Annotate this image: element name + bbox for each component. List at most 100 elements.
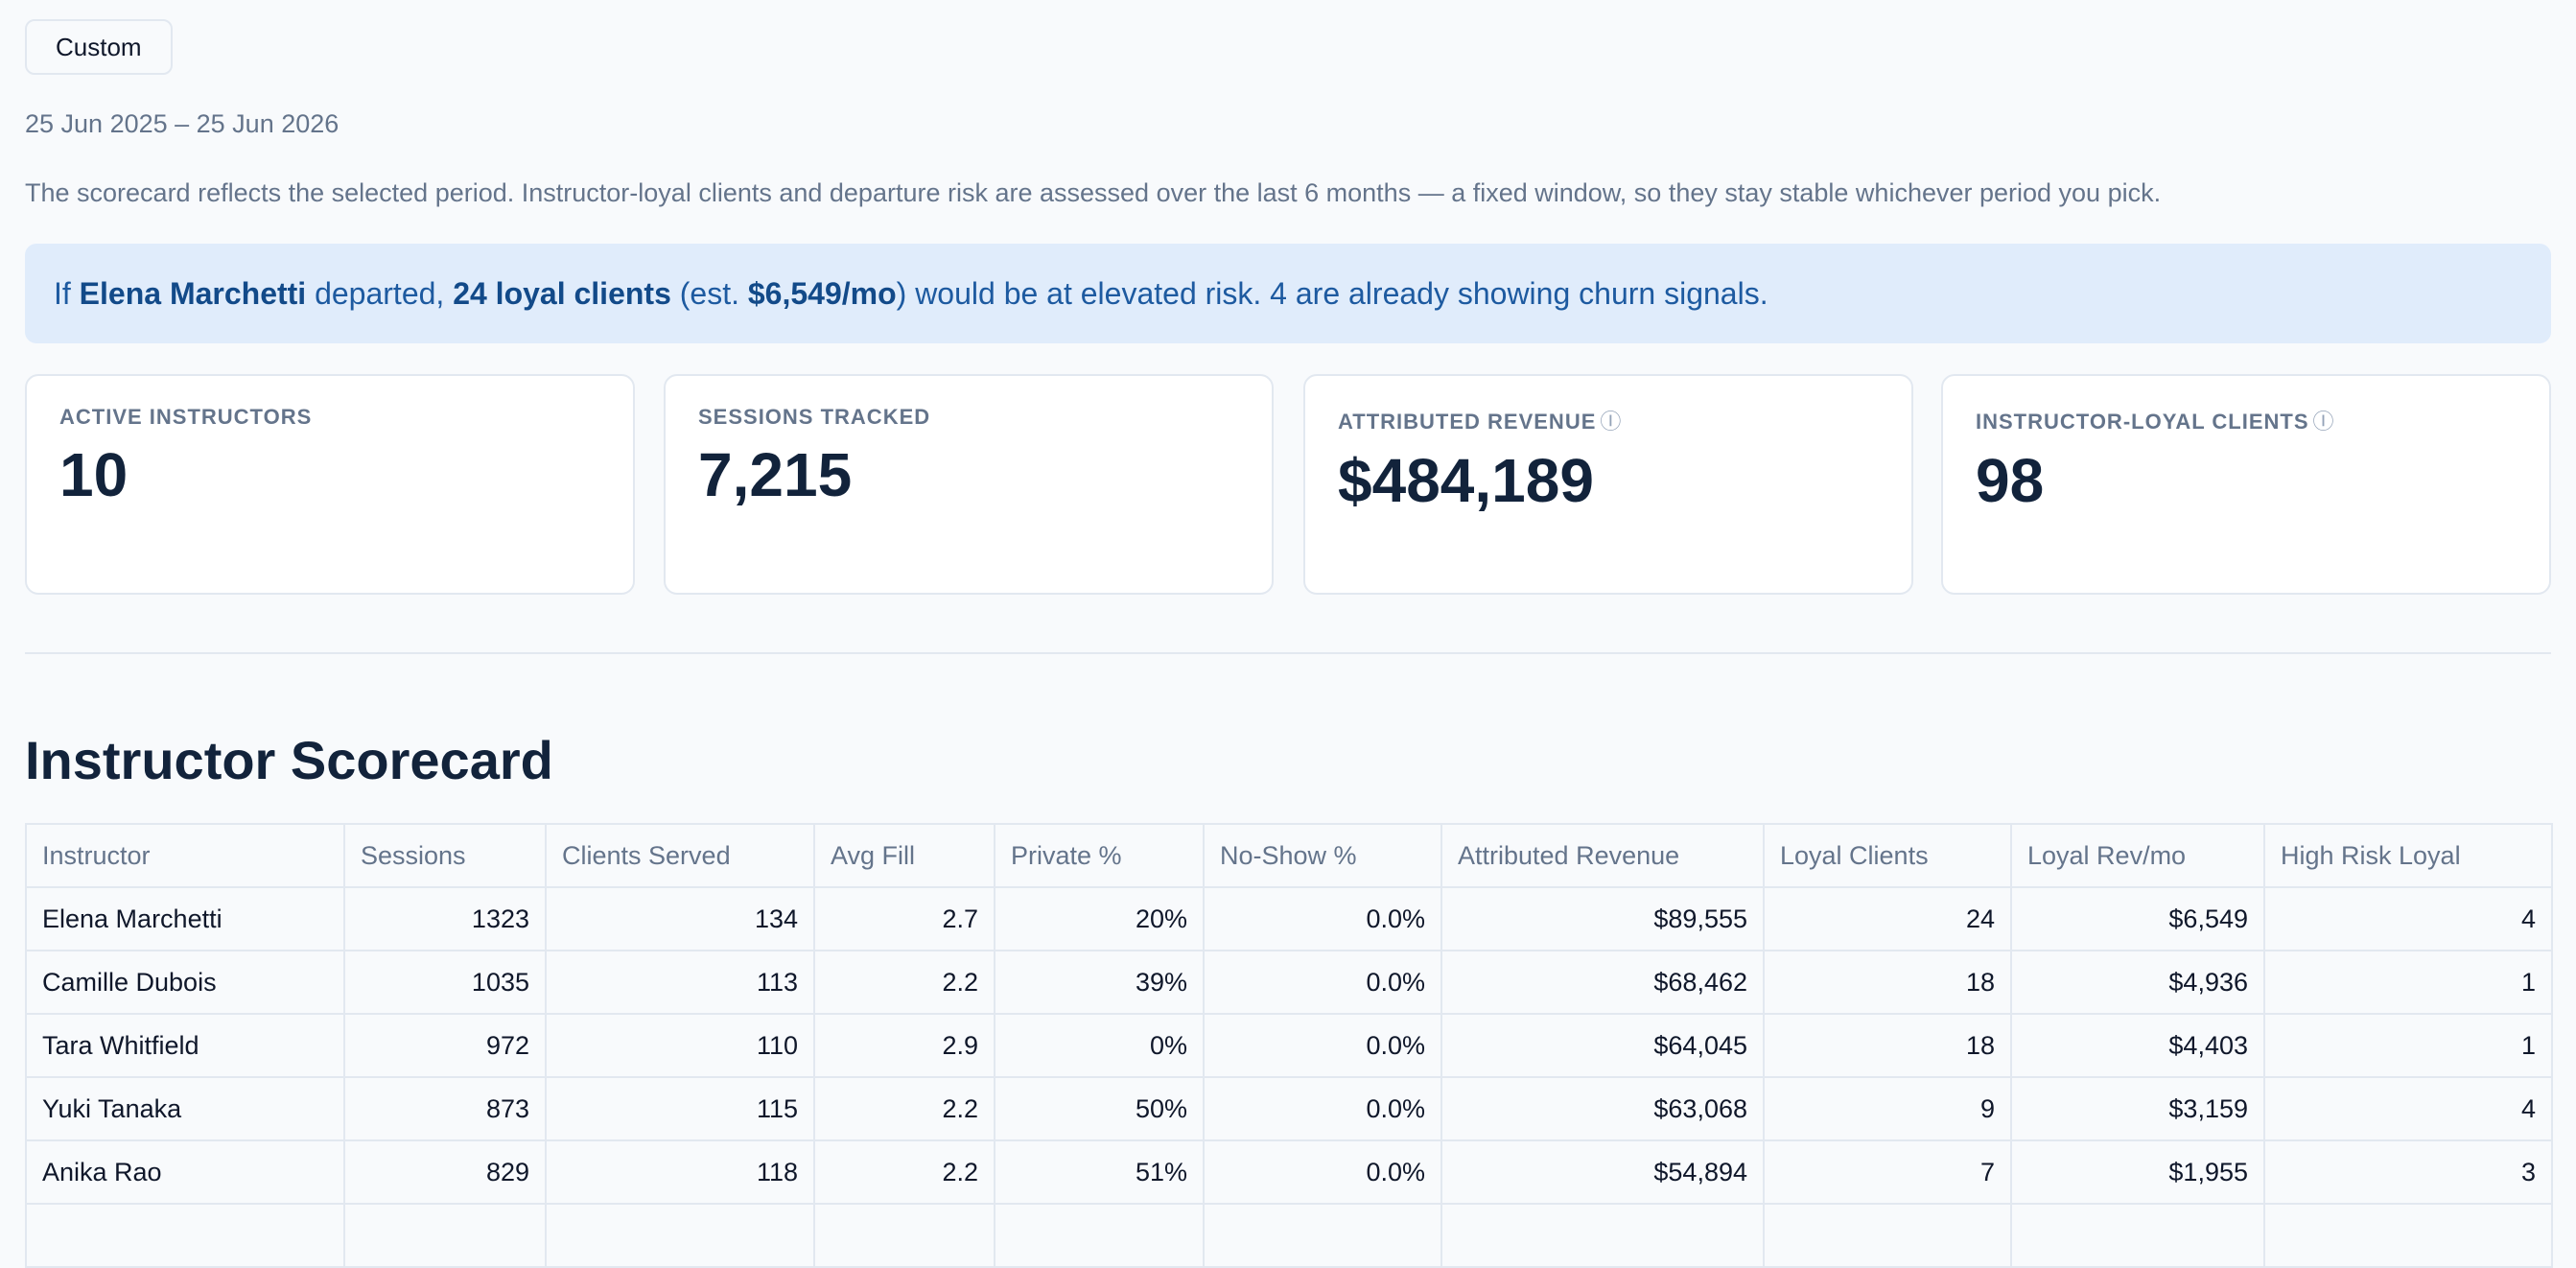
column-header[interactable]: Clients Served bbox=[545, 823, 815, 888]
table-cell: 1 bbox=[2263, 950, 2553, 1015]
column-header[interactable]: Instructor bbox=[25, 823, 345, 888]
instructor-name-cell: Tara Whitfield bbox=[25, 1013, 345, 1078]
table-cell: $3,159 bbox=[2010, 1076, 2265, 1141]
table-cell: 18 bbox=[1763, 1013, 2012, 1078]
column-header[interactable]: High Risk Loyal bbox=[2263, 823, 2553, 888]
table-row[interactable] bbox=[25, 1203, 2553, 1268]
column-header[interactable]: Private % bbox=[994, 823, 1205, 888]
table-cell bbox=[813, 1203, 995, 1268]
table-cell: $4,936 bbox=[2010, 950, 2265, 1015]
table-cell: 110 bbox=[545, 1013, 815, 1078]
info-circle-icon[interactable]: ⓘ bbox=[2312, 410, 2335, 434]
table-row[interactable]: Tara Whitfield 972 110 2.9 0% 0.0% $64,045 18 $4… bbox=[25, 1013, 2553, 1078]
instructor-name-cell: Camille Dubois bbox=[25, 950, 345, 1015]
kpi-cards: Active Instructors 10 Sessions Tracked 7… bbox=[25, 374, 2551, 595]
table-row[interactable]: Anika Rao 829 118 2.2 51% 0.0% $54,894 7 $1,955 3 bbox=[25, 1139, 2553, 1205]
column-header[interactable]: Avg Fill bbox=[813, 823, 995, 888]
table-cell: 0.0% bbox=[1203, 1076, 1442, 1141]
table-cell: 51% bbox=[994, 1139, 1205, 1205]
table-cell: 115 bbox=[545, 1076, 815, 1141]
info-circle-icon[interactable]: ⓘ bbox=[1600, 410, 1623, 434]
table-cell: 39% bbox=[994, 950, 1205, 1015]
alert-suffix: ) would be at elevated risk. 4 are alrea… bbox=[896, 276, 1768, 311]
table-cell bbox=[2263, 1203, 2553, 1268]
table-cell: 7 bbox=[1763, 1139, 2012, 1205]
table-cell: $54,894 bbox=[1440, 1139, 1765, 1205]
column-header[interactable]: No-Show % bbox=[1203, 823, 1442, 888]
table-cell: $6,549 bbox=[2010, 886, 2265, 951]
alert-loyal-clients: 24 loyal clients bbox=[453, 276, 671, 311]
table-cell: 1323 bbox=[343, 886, 547, 951]
instructor-name-cell: Yuki Tanaka bbox=[25, 1076, 345, 1141]
table-cell: 134 bbox=[545, 886, 815, 951]
table-cell: 4 bbox=[2263, 886, 2553, 951]
table-header-row: Instructor Sessions Clients Served Avg F… bbox=[25, 823, 2553, 888]
kpi-value: 7,215 bbox=[698, 440, 853, 509]
table-cell: 2.2 bbox=[813, 950, 995, 1015]
table-cell: $1,955 bbox=[2010, 1139, 2265, 1205]
table-cell: 1035 bbox=[343, 950, 547, 1015]
table-cell: 20% bbox=[994, 886, 1205, 951]
table-cell: 113 bbox=[545, 950, 815, 1015]
table-cell: $4,403 bbox=[2010, 1013, 2265, 1078]
table-cell: 1 bbox=[2263, 1013, 2553, 1078]
table-cell: 2.7 bbox=[813, 886, 995, 951]
kpi-active-instructors: Active Instructors 10 bbox=[25, 374, 635, 595]
column-header[interactable]: Sessions bbox=[343, 823, 547, 888]
section-divider bbox=[25, 652, 2551, 654]
period-custom-button[interactable]: Custom bbox=[25, 19, 173, 75]
table-cell: 2.2 bbox=[813, 1139, 995, 1205]
alert-prefix: If bbox=[54, 276, 80, 311]
departure-risk-alert: If Elena Marchetti departed, 24 loyal cl… bbox=[25, 244, 2551, 343]
date-range-text: 25 Jun 2025 – 25 Jun 2026 bbox=[25, 109, 340, 138]
instructor-dashboard: Custom 25 Jun 2025 – 25 Jun 2026 The sco… bbox=[25, 19, 2553, 1268]
kpi-value: $484,189 bbox=[1338, 446, 1594, 515]
column-header[interactable]: Loyal Rev/mo bbox=[2010, 823, 2265, 888]
table-cell: 24 bbox=[1763, 886, 2012, 951]
table-row[interactable]: Camille Dubois 1035 113 2.2 39% 0.0% $68,462 18… bbox=[25, 950, 2553, 1015]
column-header[interactable]: Attributed Revenue bbox=[1440, 823, 1765, 888]
table-cell: 0.0% bbox=[1203, 950, 1442, 1015]
table-cell: $89,555 bbox=[1440, 886, 1765, 951]
kpi-label: Active Instructors bbox=[59, 405, 313, 429]
column-header[interactable]: Loyal Clients bbox=[1763, 823, 2012, 888]
period-note: The scorecard reflects the selected peri… bbox=[25, 178, 2162, 207]
table-cell bbox=[2010, 1203, 2265, 1268]
table-cell: $63,068 bbox=[1440, 1076, 1765, 1141]
kpi-value: 98 bbox=[1976, 446, 2045, 515]
table-cell: 9 bbox=[1763, 1076, 2012, 1141]
kpi-label: Sessions Tracked bbox=[698, 405, 931, 429]
alert-mid1: departed, bbox=[306, 276, 454, 311]
table-cell: 3 bbox=[2263, 1139, 2553, 1205]
alert-monthly-revenue: $6,549/mo bbox=[747, 276, 897, 311]
table-cell bbox=[1440, 1203, 1765, 1268]
table-cell bbox=[1203, 1203, 1442, 1268]
table-cell: 0.0% bbox=[1203, 1013, 1442, 1078]
kpi-attributed-revenue: Attributed Revenue ⓘ $484,189 bbox=[1303, 374, 1913, 595]
table-cell: 2.9 bbox=[813, 1013, 995, 1078]
table-cell: 873 bbox=[343, 1076, 547, 1141]
table-row[interactable]: Elena Marchetti 1323 134 2.7 20% 0.0% $89,555 2… bbox=[25, 886, 2553, 951]
kpi-value: 10 bbox=[59, 440, 129, 509]
table-cell bbox=[343, 1203, 547, 1268]
kpi-label: Instructor-Loyal Clients bbox=[1976, 410, 2309, 434]
table-row[interactable]: Yuki Tanaka 873 115 2.2 50% 0.0% $63,068 9 $3,15… bbox=[25, 1076, 2553, 1141]
instructor-name-cell: Anika Rao bbox=[25, 1139, 345, 1205]
instructor-name-cell: Elena Marchetti bbox=[25, 886, 345, 951]
kpi-label: Attributed Revenue bbox=[1338, 410, 1597, 434]
table-cell bbox=[994, 1203, 1205, 1268]
table-cell bbox=[545, 1203, 815, 1268]
table-cell: 0.0% bbox=[1203, 886, 1442, 951]
table-cell bbox=[1763, 1203, 2012, 1268]
instructor-name-cell bbox=[25, 1203, 345, 1268]
alert-instructor: Elena Marchetti bbox=[79, 276, 307, 311]
table-cell: 18 bbox=[1763, 950, 2012, 1015]
table-cell: $64,045 bbox=[1440, 1013, 1765, 1078]
table-cell: 0% bbox=[994, 1013, 1205, 1078]
table-cell: 0.0% bbox=[1203, 1139, 1442, 1205]
kpi-sessions-tracked: Sessions Tracked 7,215 bbox=[664, 374, 1274, 595]
table-cell: 829 bbox=[343, 1139, 547, 1205]
section-title: Instructor Scorecard bbox=[25, 730, 553, 790]
table-cell: 50% bbox=[994, 1076, 1205, 1141]
kpi-instructor-loyal-clients: Instructor-Loyal Clients ⓘ 98 bbox=[1941, 374, 2551, 595]
